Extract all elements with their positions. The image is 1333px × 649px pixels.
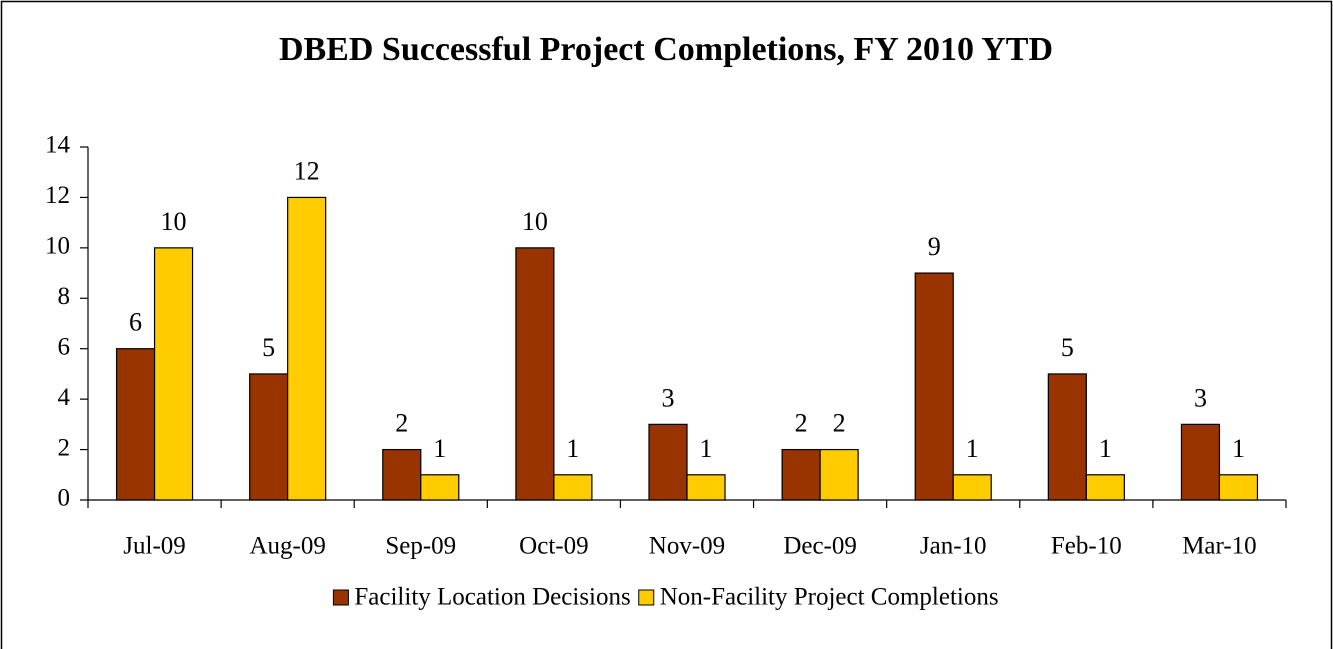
- bar: [1218, 474, 1259, 501]
- y-tick-label: 14: [45, 132, 71, 159]
- bar: [515, 247, 555, 501]
- bar: [1047, 373, 1087, 501]
- y-tick-label: 12: [45, 182, 70, 209]
- bar: [781, 448, 821, 501]
- chart-title: DBED Successful Project Completions, FY …: [279, 31, 1053, 68]
- bar: [1180, 423, 1221, 501]
- legend-label: Facility Location Decisions: [354, 584, 630, 611]
- data-label: 2: [795, 409, 808, 438]
- data-label: 6: [129, 308, 142, 337]
- bar: [914, 272, 954, 501]
- x-tick-label: Jul-09: [123, 533, 186, 560]
- bar: [952, 474, 992, 501]
- data-label: 10: [161, 207, 187, 236]
- data-label: 1: [1099, 434, 1112, 463]
- y-tick-label: 6: [58, 333, 71, 360]
- data-label: 5: [262, 333, 275, 362]
- data-label: 1: [700, 434, 713, 463]
- y-tick-label: 0: [58, 485, 71, 512]
- x-tick-label: Dec-09: [783, 533, 857, 560]
- data-label: 10: [522, 207, 548, 236]
- bar: [115, 348, 156, 501]
- bar: [249, 373, 289, 501]
- data-label: 1: [966, 434, 979, 463]
- bar: [648, 423, 688, 501]
- legend-swatch: [638, 589, 655, 606]
- x-tick-label: Mar-10: [1182, 533, 1256, 560]
- x-tick-label: Oct-09: [519, 533, 588, 560]
- x-tick-label: Sep-09: [385, 533, 456, 560]
- y-tick-label: 8: [58, 283, 71, 310]
- data-label: 3: [662, 383, 675, 412]
- data-label: 3: [1194, 383, 1207, 412]
- bar: [553, 474, 593, 501]
- data-label: 12: [294, 156, 320, 185]
- bar: [382, 448, 422, 501]
- y-tick-label: 2: [58, 434, 71, 461]
- bar: [1085, 474, 1125, 501]
- bar: [287, 196, 327, 501]
- bar: [686, 474, 726, 501]
- data-label: 1: [1232, 434, 1245, 463]
- data-label: 5: [1061, 333, 1074, 362]
- bar: [153, 247, 194, 501]
- y-tick-label: 10: [45, 233, 70, 260]
- data-label: 2: [395, 409, 408, 438]
- legend-swatch: [332, 589, 349, 606]
- x-tick-label: Nov-09: [649, 533, 725, 560]
- legend-label: Non-Facility Project Completions: [660, 584, 999, 611]
- data-label: 2: [833, 409, 846, 438]
- x-tick-label: Jan-10: [920, 533, 987, 560]
- data-label: 9: [928, 232, 941, 261]
- x-tick-label: Aug-09: [249, 533, 325, 560]
- y-tick-label: 4: [58, 384, 71, 411]
- data-label: 1: [566, 434, 579, 463]
- x-tick-label: Feb-10: [1051, 533, 1122, 560]
- bar: [819, 448, 859, 501]
- bar: [420, 474, 460, 501]
- data-label: 1: [433, 434, 446, 463]
